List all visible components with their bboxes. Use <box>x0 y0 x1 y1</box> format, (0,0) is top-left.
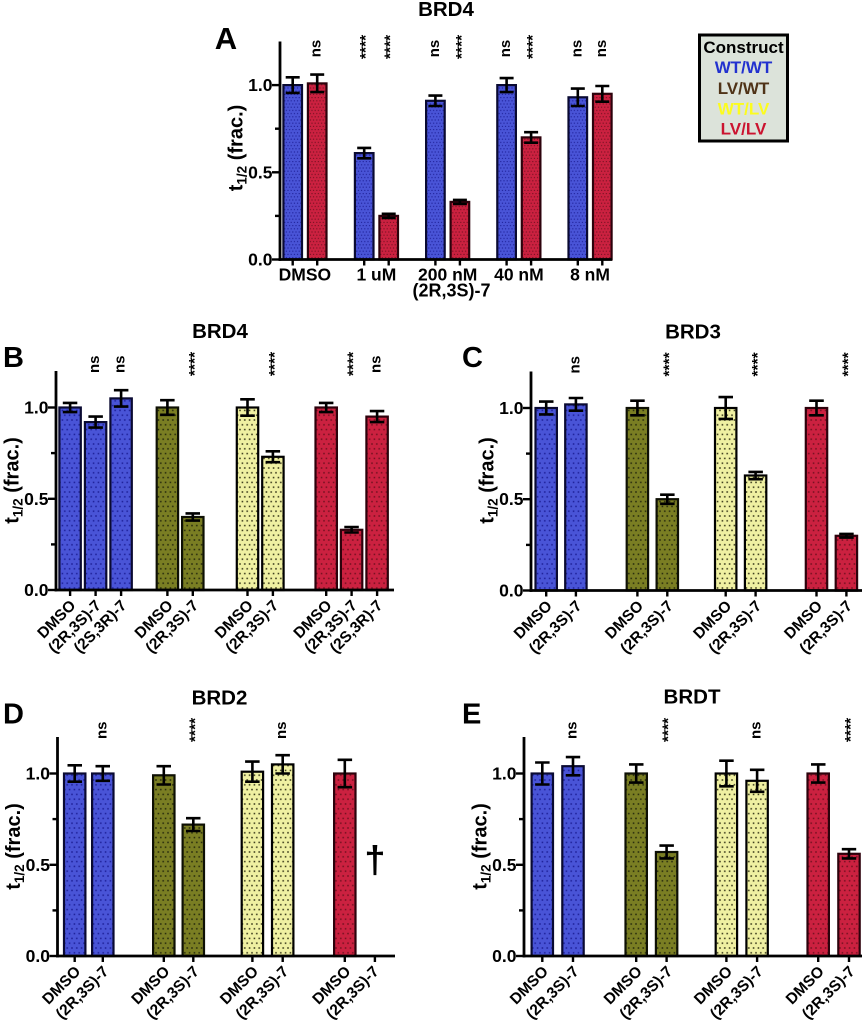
svg-text:****: **** <box>841 351 858 376</box>
svg-text:ns: ns <box>86 355 103 373</box>
svg-text:****: **** <box>661 717 678 742</box>
svg-text:ns: ns <box>368 355 385 373</box>
svg-text:t1/2 (frac.): t1/2 (frac.) <box>477 437 501 524</box>
svg-text:1 uM: 1 uM <box>356 265 396 285</box>
svg-text:E: E <box>462 699 481 731</box>
svg-text:****: **** <box>525 34 542 59</box>
svg-text:ns: ns <box>497 40 514 58</box>
svg-text:BRDT: BRDT <box>664 686 721 709</box>
svg-text:BRD4: BRD4 <box>192 320 248 343</box>
svg-text:40 nM: 40 nM <box>494 265 544 285</box>
svg-text:BRD2: BRD2 <box>192 687 248 710</box>
svg-text:****: **** <box>750 351 767 376</box>
svg-text:LV/LV: LV/LV <box>721 120 767 139</box>
svg-text:0.0: 0.0 <box>26 946 51 966</box>
svg-text:ns: ns <box>593 40 610 58</box>
svg-text:A: A <box>215 21 237 56</box>
svg-text:****: **** <box>346 351 363 376</box>
svg-text:ns: ns <box>112 355 129 373</box>
svg-text:****: **** <box>187 717 204 742</box>
svg-text:DMSO: DMSO <box>279 265 332 285</box>
svg-text:D: D <box>3 699 24 731</box>
svg-text:0.5: 0.5 <box>499 489 524 509</box>
svg-text:****: **** <box>662 351 679 376</box>
svg-text:LV/WT: LV/WT <box>718 79 770 98</box>
svg-text:1.0: 1.0 <box>248 75 273 95</box>
svg-text:1.0: 1.0 <box>492 764 517 784</box>
svg-text:0.0: 0.0 <box>248 250 273 270</box>
svg-text:BRD4: BRD4 <box>418 0 474 21</box>
svg-text:ns: ns <box>93 721 110 739</box>
svg-text:ns: ns <box>308 40 325 58</box>
svg-text:ns: ns <box>564 721 581 739</box>
svg-text:8 nM: 8 nM <box>570 265 610 285</box>
svg-text:1.0: 1.0 <box>24 398 49 418</box>
svg-text:†: † <box>364 840 385 882</box>
svg-text:****: **** <box>383 34 400 59</box>
svg-text:ns: ns <box>273 721 290 739</box>
svg-text:ns: ns <box>426 40 443 58</box>
svg-text:0.0: 0.0 <box>499 581 524 601</box>
svg-text:BRD3: BRD3 <box>665 321 721 344</box>
svg-text:0.5: 0.5 <box>24 489 49 509</box>
svg-text:****: **** <box>267 351 284 376</box>
svg-text:0.5: 0.5 <box>248 162 273 182</box>
svg-text:WT/LV: WT/LV <box>718 100 770 119</box>
svg-text:(2R,3S)-7: (2R,3S)-7 <box>412 281 490 301</box>
svg-text:ns: ns <box>568 40 585 58</box>
svg-text:****: **** <box>843 717 860 742</box>
svg-text:200 nM: 200 nM <box>418 265 477 285</box>
svg-text:0.5: 0.5 <box>492 855 517 875</box>
svg-text:1.0: 1.0 <box>26 764 51 784</box>
svg-text:****: **** <box>454 34 471 59</box>
svg-text:0.5: 0.5 <box>26 855 51 875</box>
svg-text:ns: ns <box>567 356 584 374</box>
svg-text:C: C <box>462 342 483 374</box>
svg-text:Construct: Construct <box>703 38 784 57</box>
svg-text:1.0: 1.0 <box>499 398 524 418</box>
svg-text:****: **** <box>358 34 375 59</box>
svg-text:ns: ns <box>748 721 765 739</box>
svg-text:WT/WT: WT/WT <box>715 58 773 77</box>
svg-text:****: **** <box>187 351 204 376</box>
svg-text:B: B <box>3 342 24 374</box>
svg-text:0.0: 0.0 <box>24 580 49 600</box>
svg-text:0.0: 0.0 <box>492 946 517 966</box>
